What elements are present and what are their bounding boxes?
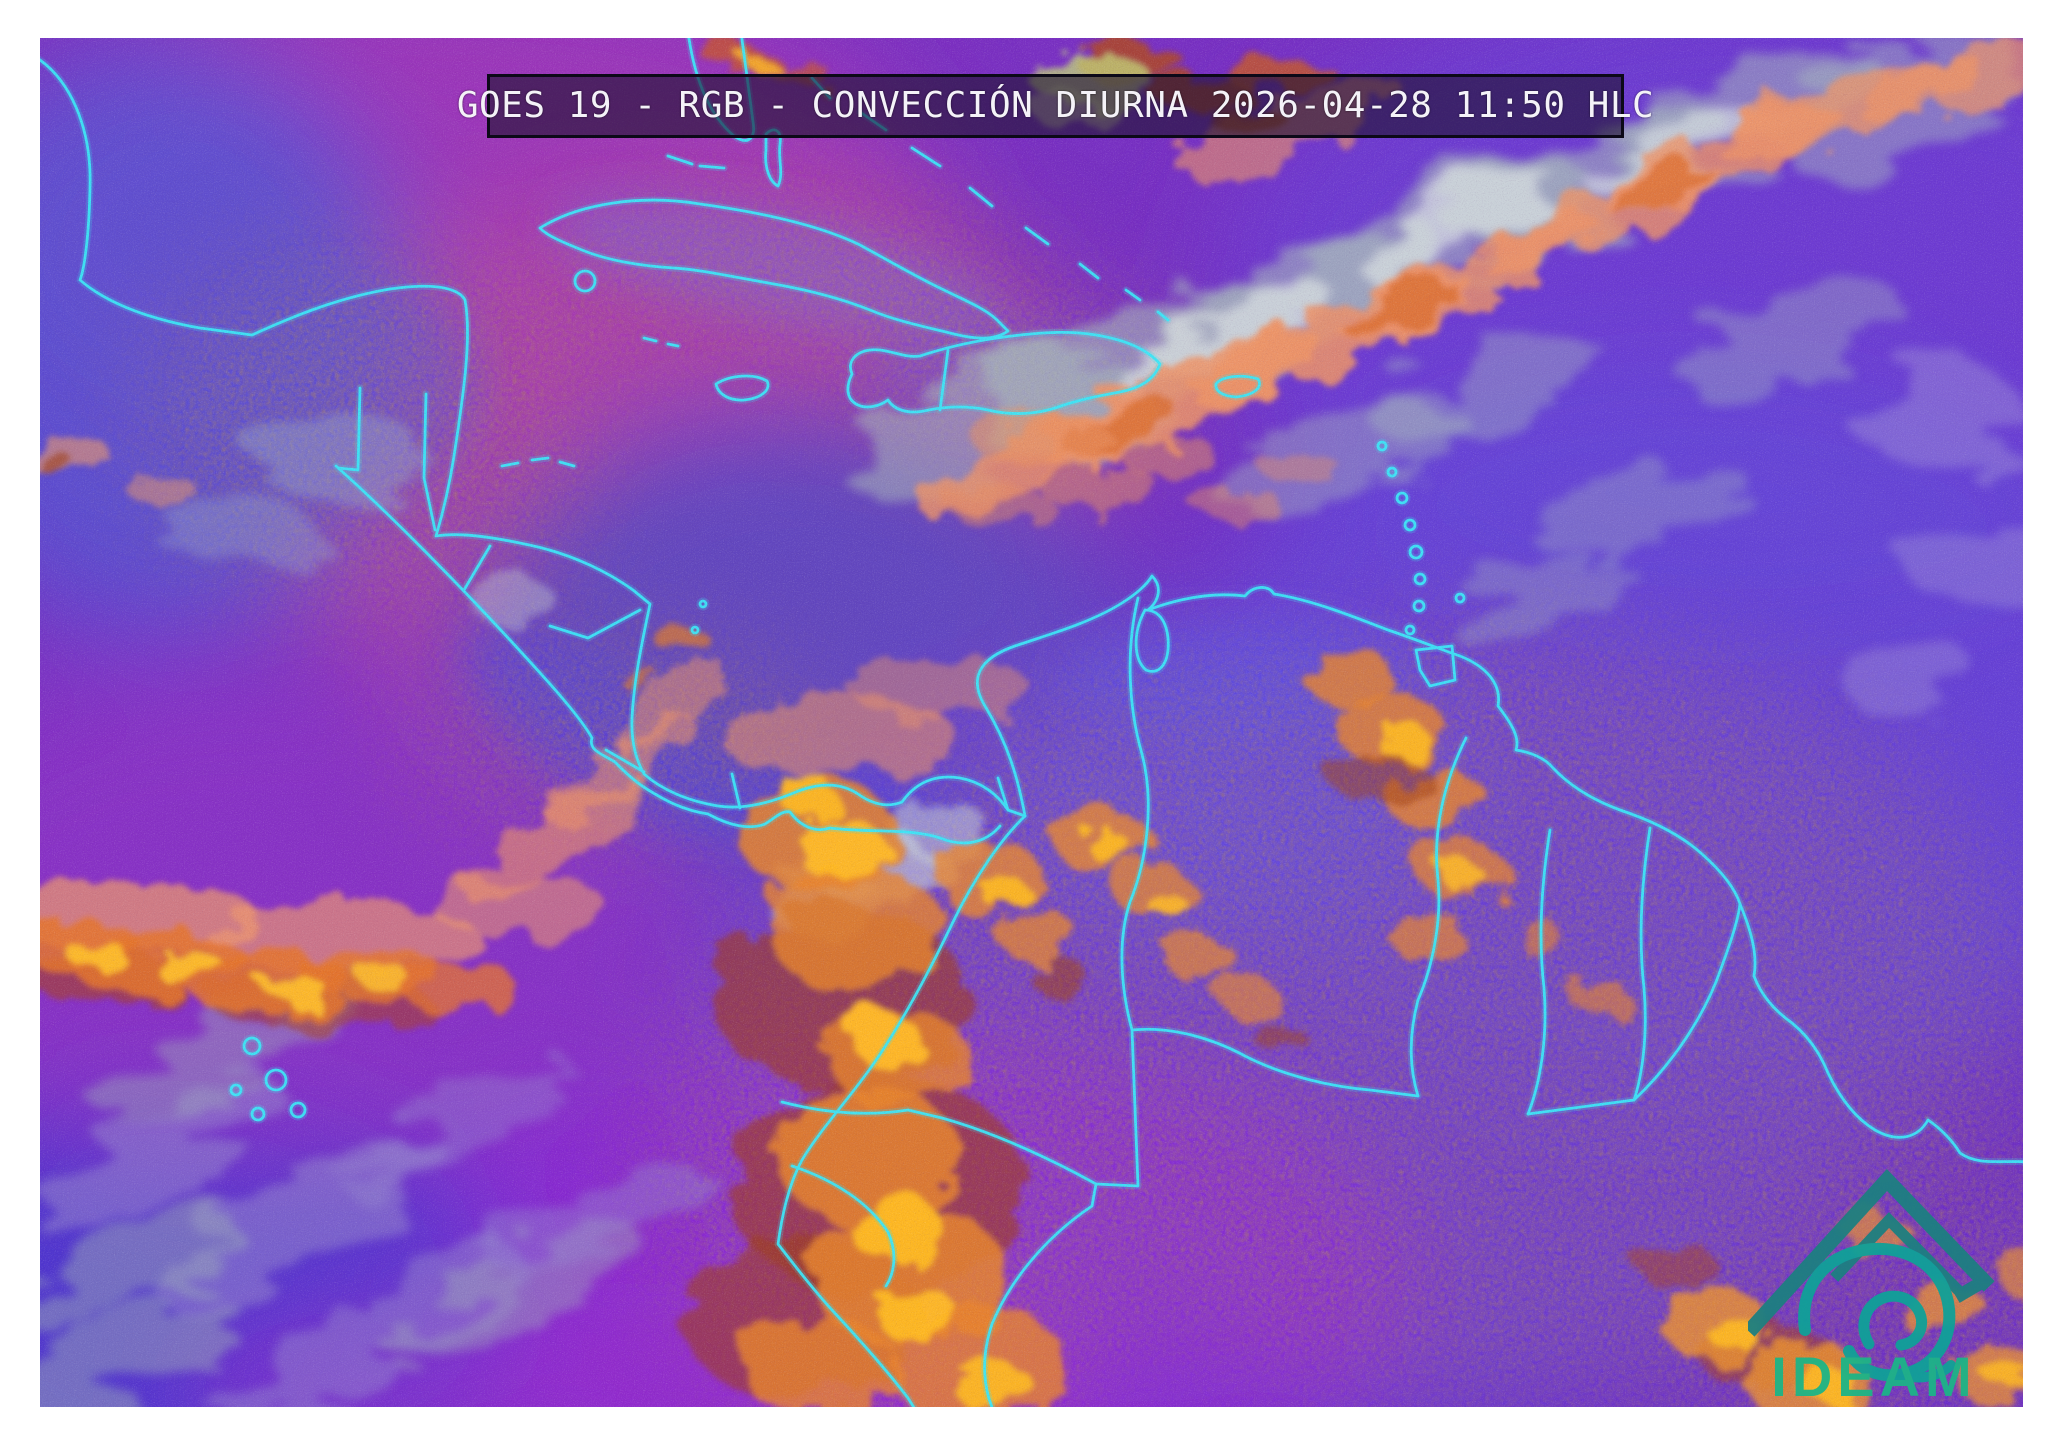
ideam-logo-text: IDEAM (1771, 1345, 1976, 1406)
title-text: GOES 19 - RGB - CONVECCIÓN DIURNA 2026-0… (456, 85, 1655, 126)
title-bar: GOES 19 - RGB - CONVECCIÓN DIURNA 2026-0… (457, 74, 1654, 138)
hurricane-spiral-icon (1798, 1242, 1956, 1383)
satellite-composite-image (40, 38, 2023, 1407)
grain-dark (40, 38, 2023, 1407)
satellite-map (40, 38, 2023, 1407)
ideam-logo: IDEAM (1748, 1169, 1995, 1406)
